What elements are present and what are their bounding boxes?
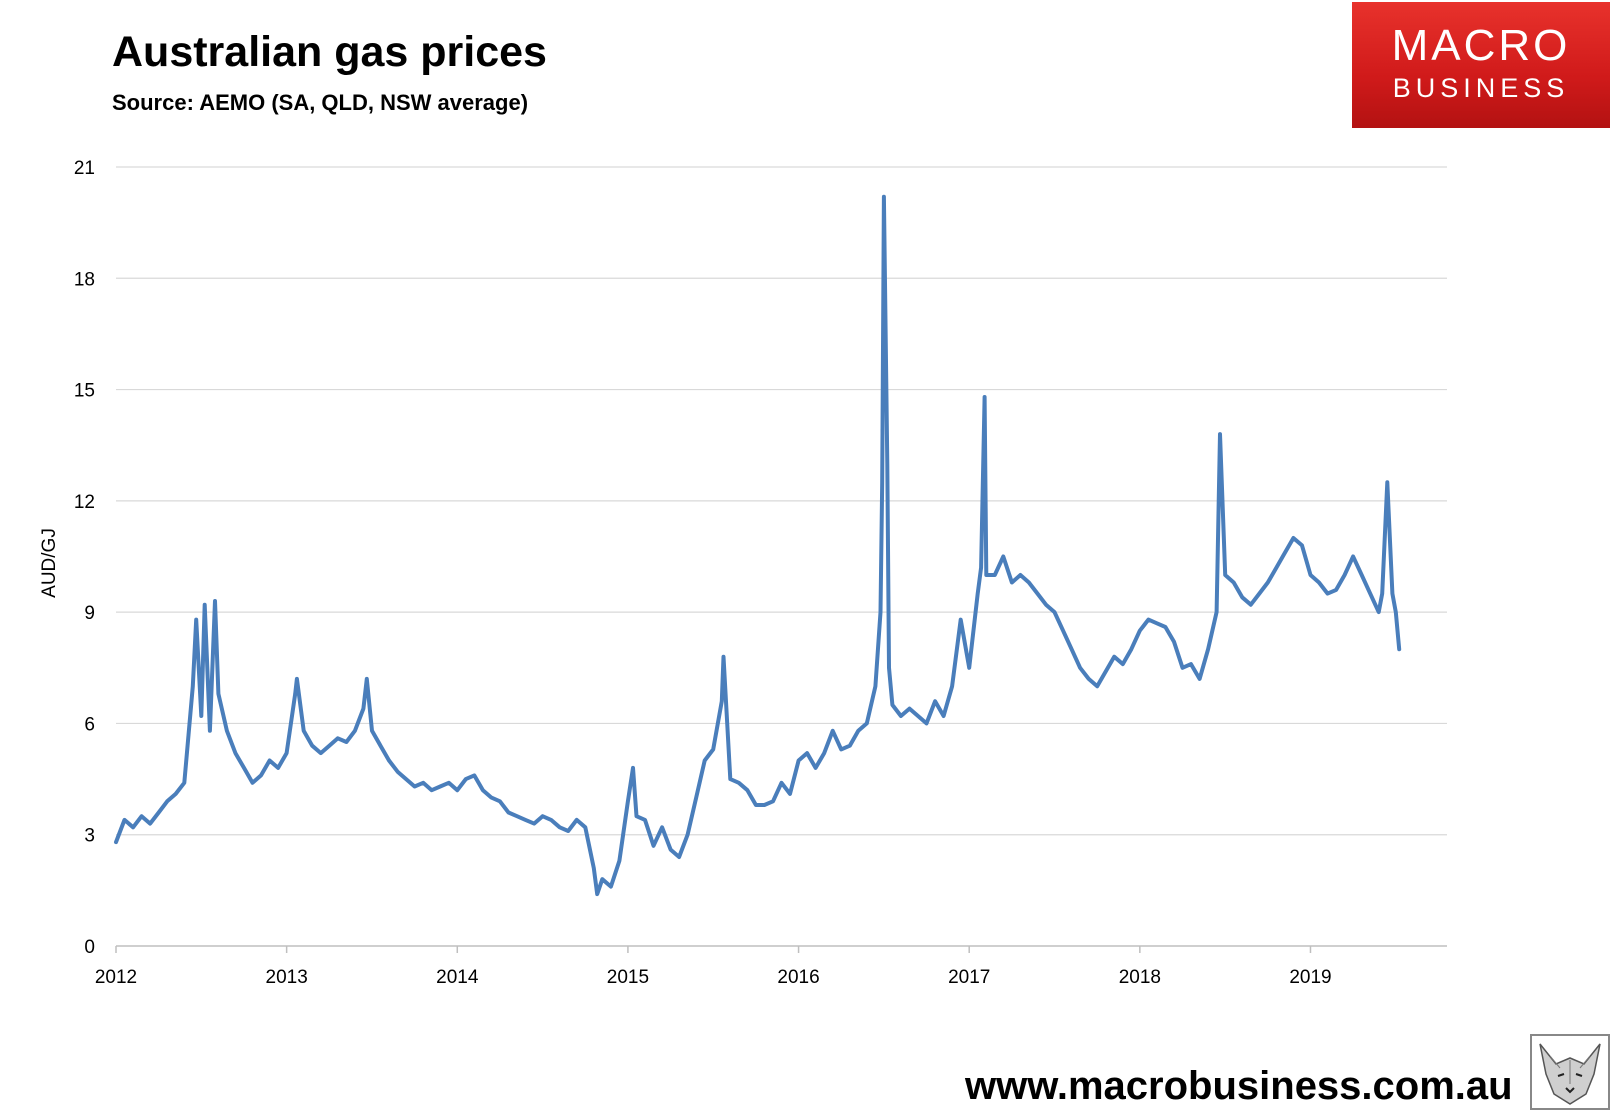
x-tick-label: 2019 (1289, 967, 1331, 988)
y-tick-label: 0 (84, 937, 95, 958)
x-tick-label: 2017 (948, 967, 990, 988)
gridlines (116, 166, 1447, 836)
y-tick-label: 12 (74, 492, 95, 513)
y-tick-label: 3 (84, 826, 95, 847)
x-tick-label: 2018 (1119, 967, 1161, 988)
y-tick-label: 9 (84, 603, 95, 624)
x-axis-tick-labels: 2012 2013 2014 2015 2016 2017 2018 2019 (95, 967, 1332, 988)
chart-subtitle: Source: AEMO (SA, QLD, NSW average) (112, 90, 529, 115)
x-tick-label: 2015 (607, 967, 649, 988)
x-tick-label: 2016 (777, 967, 819, 988)
y-axis-tick-labels: 0 3 6 9 12 15 18 21 (74, 158, 95, 958)
logo-text-business: BUSINESS (1392, 73, 1570, 103)
y-tick-label: 18 (74, 269, 95, 290)
website-url: www.macrobusiness.com.au (965, 1064, 1513, 1108)
y-axis-label: AUD/GJ (39, 528, 60, 598)
chart-title: Australian gas prices (112, 28, 547, 76)
x-tick-label: 2012 (95, 967, 137, 988)
x-axis (115, 945, 1447, 953)
y-tick-label: 15 (74, 381, 95, 402)
x-tick-label: 2013 (266, 967, 308, 988)
macrobusiness-logo: MACRO BUSINESS (1352, 2, 1610, 128)
logo-text-macro: MACRO (1391, 21, 1571, 70)
y-tick-label: 21 (74, 158, 95, 179)
wolf-mascot-icon (1530, 1034, 1610, 1110)
series-line (114, 194, 1402, 897)
x-tick-label: 2014 (436, 967, 479, 988)
series-group (114, 194, 1402, 897)
y-tick-label: 6 (84, 714, 95, 735)
